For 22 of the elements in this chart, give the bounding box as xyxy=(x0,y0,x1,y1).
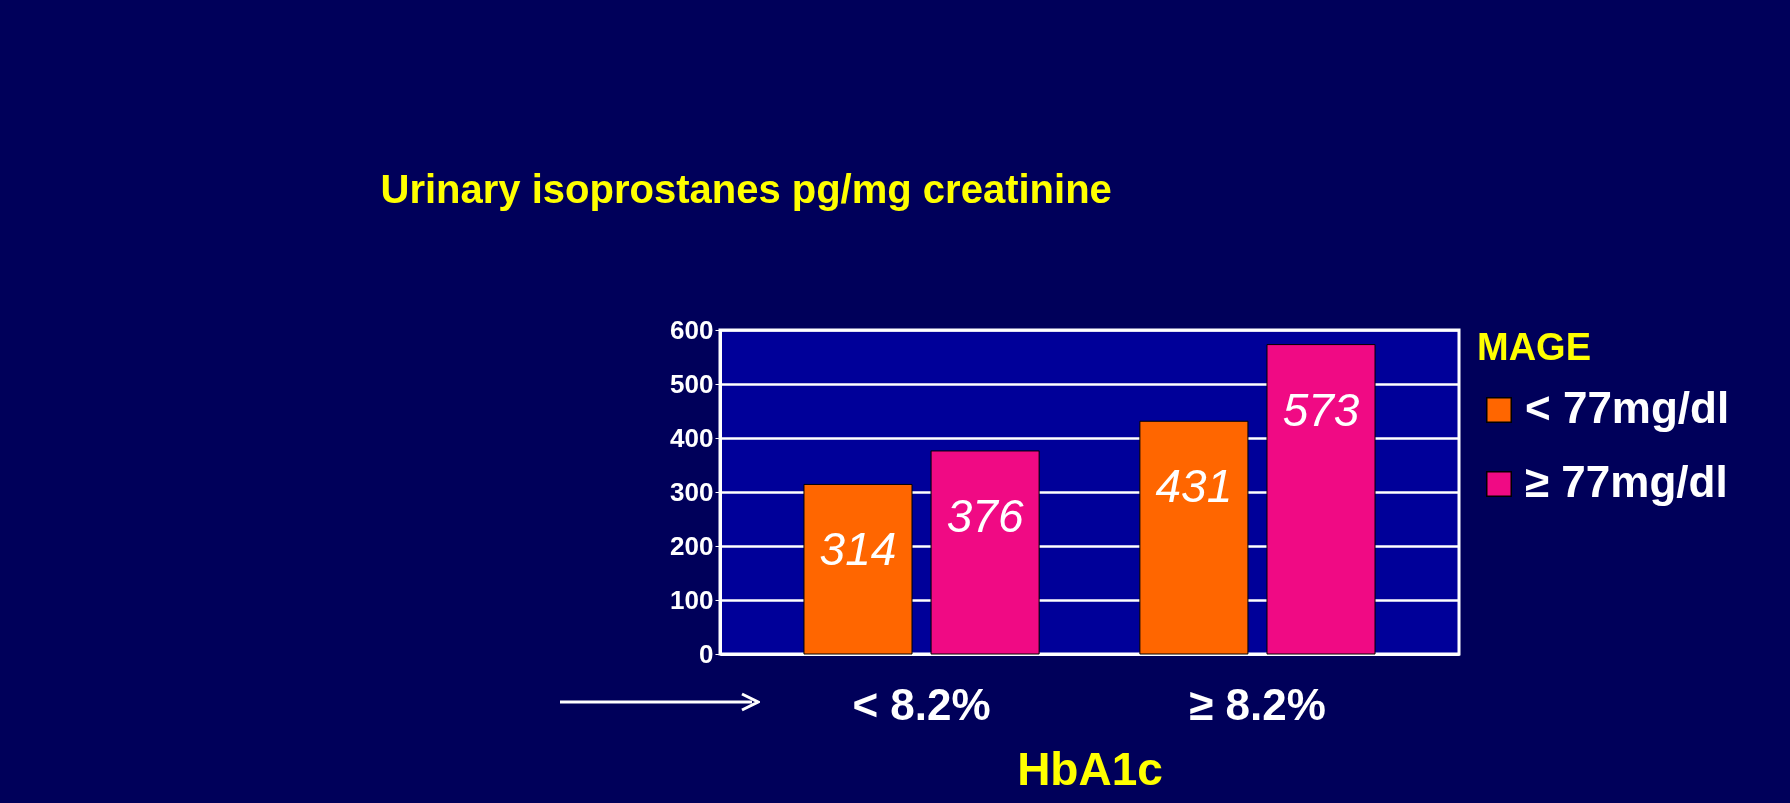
x-tick-label: ≥ 8.2% xyxy=(1189,679,1326,729)
bar xyxy=(930,450,1040,655)
y-tick-label: 300 xyxy=(670,476,714,507)
y-tick-label: 0 xyxy=(699,638,714,669)
y-tick-label: 100 xyxy=(670,584,714,615)
bar xyxy=(1139,420,1249,655)
y-axis-title: Urinary isoprostanes pg/mg creatinine xyxy=(380,166,1112,211)
data-label: 431 xyxy=(1155,460,1233,513)
bar xyxy=(803,483,913,655)
legend-title: MAGE xyxy=(1477,326,1591,368)
data-label: 314 xyxy=(819,523,897,576)
x-axis-title: HbA1c xyxy=(1017,742,1163,795)
x-tick-label: < 8.2% xyxy=(852,679,991,729)
data-label: 376 xyxy=(946,489,1024,542)
data-label: 573 xyxy=(1282,383,1360,436)
y-tick-label: 400 xyxy=(670,422,714,453)
legend-label: ≥ 77mg/dl xyxy=(1525,457,1728,506)
legend-label: < 77mg/dl xyxy=(1525,383,1730,432)
y-tick-label: 600 xyxy=(670,314,714,345)
y-tick-label: 500 xyxy=(670,368,714,399)
bar xyxy=(1266,344,1376,655)
y-tick-label: 200 xyxy=(670,530,714,561)
